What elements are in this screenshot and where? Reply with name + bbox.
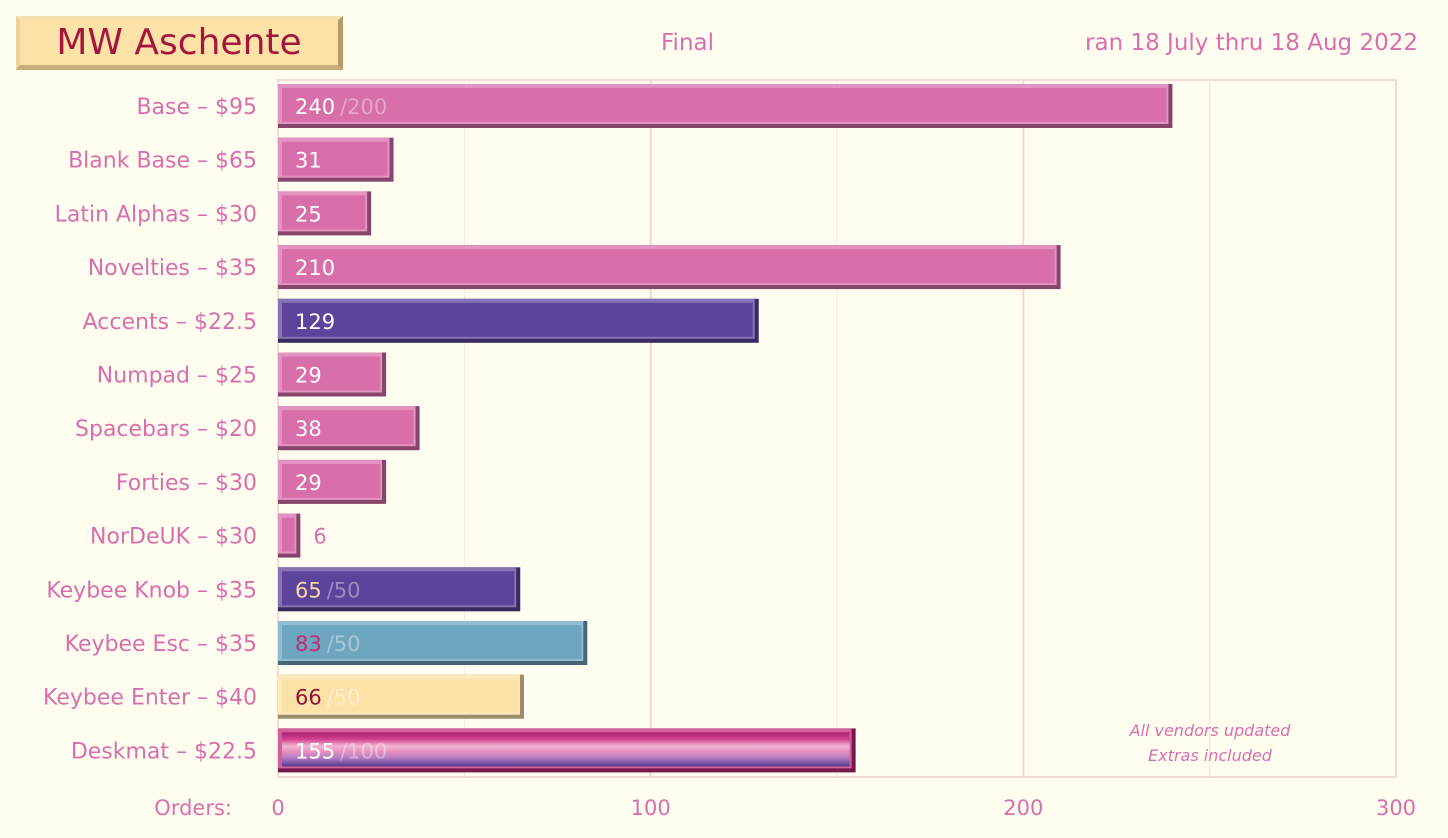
bar	[278, 406, 420, 451]
bar	[278, 191, 372, 236]
bar	[278, 728, 856, 773]
run-dates-label: ran 18 July thru 18 Aug 2022	[1085, 30, 1418, 56]
value-label: 29	[295, 364, 322, 388]
category-label: Keybee Esc – $35	[65, 632, 257, 657]
bar-face	[282, 302, 753, 337]
category-label: Novelties – $35	[88, 256, 257, 281]
value-number: 66	[295, 686, 322, 710]
value-label: 240/200	[295, 95, 387, 119]
bar	[278, 459, 387, 504]
value-label: 155/100	[295, 739, 387, 763]
bar-face	[282, 88, 1167, 122]
category-label: Keybee Knob – $35	[46, 578, 257, 603]
x-tick-label: 0	[271, 796, 284, 820]
bar-face	[282, 625, 582, 659]
minimum-label: /50	[327, 686, 361, 710]
category-label: Base – $95	[136, 95, 257, 120]
value-number: 29	[295, 471, 322, 495]
bar-face	[282, 517, 295, 552]
bar-face	[282, 678, 518, 713]
category-label: Numpad – $25	[97, 364, 257, 389]
bar-face	[282, 410, 414, 445]
value-number: 31	[295, 149, 322, 173]
bar	[278, 567, 521, 612]
category-label: Latin Alphas – $30	[55, 202, 257, 227]
value-number: 240	[295, 95, 335, 119]
value-number: 25	[295, 202, 322, 226]
value-number: 65	[295, 578, 322, 602]
category-label: NorDeUK – $30	[90, 525, 257, 550]
minimum-label: /50	[327, 632, 361, 656]
value-label: 29	[295, 471, 322, 495]
value-label: 65/50	[295, 578, 361, 602]
bar	[278, 84, 1173, 128]
minimum-label: /200	[340, 95, 387, 119]
value-number: 155	[295, 739, 335, 763]
chart-title-box: MW Aschente	[16, 16, 343, 70]
category-label: Accents – $22.5	[83, 310, 257, 335]
x-axis-label: Orders:	[154, 796, 232, 820]
value-number: 129	[295, 310, 335, 334]
bar	[278, 674, 524, 719]
bar-face	[282, 732, 850, 767]
value-number: 210	[295, 256, 335, 280]
bar	[278, 621, 588, 665]
value-number: 83	[295, 632, 322, 656]
bar-face	[282, 463, 381, 498]
bar-face	[282, 249, 1055, 284]
bar	[278, 352, 387, 397]
category-label: Forties – $30	[116, 471, 257, 496]
bar-face	[282, 571, 515, 606]
bar	[278, 137, 394, 182]
minimum-label: /100	[340, 739, 387, 763]
annotation-note: Extras included	[1148, 746, 1273, 765]
value-label: 6	[313, 525, 326, 549]
chart-title: MW Aschente	[56, 22, 302, 63]
bar-face	[282, 356, 381, 391]
value-number: 29	[295, 364, 322, 388]
value-label: 129	[295, 310, 335, 334]
category-label: Spacebars – $20	[75, 417, 257, 442]
category-label: Keybee Enter – $40	[43, 686, 257, 711]
bar	[278, 245, 1061, 290]
value-label: 31	[295, 149, 322, 173]
value-label: 38	[295, 417, 322, 441]
minimum-label: /50	[327, 578, 361, 602]
x-tick-label: 100	[631, 796, 671, 820]
value-label: 25	[295, 202, 322, 226]
category-label: Blank Base – $65	[68, 149, 257, 174]
x-tick-label: 300	[1376, 796, 1416, 820]
annotation-note: All vendors updated	[1129, 721, 1292, 740]
bar-face	[282, 141, 388, 176]
value-label: 83/50	[295, 632, 361, 656]
x-tick-label: 200	[1003, 796, 1043, 820]
value-label: 66/50	[295, 686, 361, 710]
bar	[278, 513, 301, 558]
bar	[278, 298, 759, 343]
value-number: 6	[313, 525, 326, 549]
status-label: Final	[661, 30, 715, 56]
value-label: 210	[295, 256, 335, 280]
value-number: 38	[295, 417, 322, 441]
bar-face	[282, 195, 366, 230]
category-label: Deskmat – $22.5	[71, 739, 257, 764]
